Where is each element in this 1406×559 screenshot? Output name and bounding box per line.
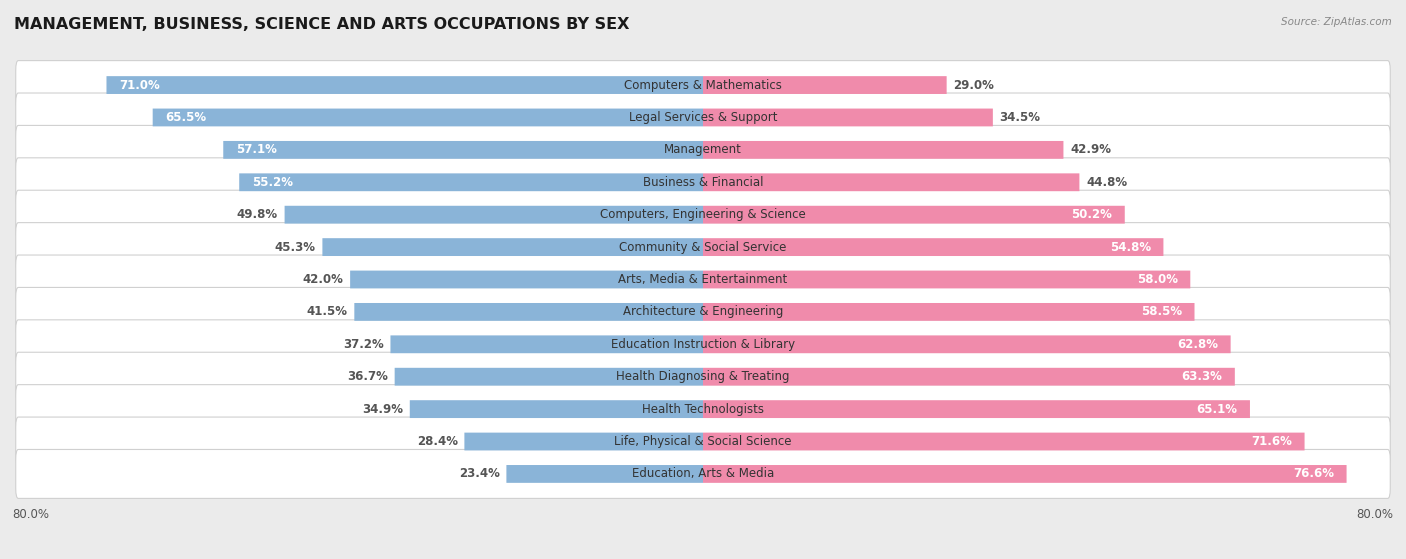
Text: 28.4%: 28.4% (416, 435, 458, 448)
FancyBboxPatch shape (15, 449, 1391, 499)
FancyBboxPatch shape (15, 125, 1391, 174)
FancyBboxPatch shape (15, 320, 1391, 369)
Text: 76.6%: 76.6% (1294, 467, 1334, 480)
FancyBboxPatch shape (506, 465, 703, 483)
Text: 58.5%: 58.5% (1140, 305, 1182, 319)
Text: 55.2%: 55.2% (252, 176, 292, 189)
Text: 29.0%: 29.0% (953, 79, 994, 92)
FancyBboxPatch shape (703, 108, 993, 126)
Text: 50.2%: 50.2% (1071, 208, 1112, 221)
Text: 49.8%: 49.8% (236, 208, 278, 221)
Text: 42.9%: 42.9% (1070, 143, 1111, 157)
FancyBboxPatch shape (703, 400, 1250, 418)
Text: 36.7%: 36.7% (347, 370, 388, 383)
Text: Computers, Engineering & Science: Computers, Engineering & Science (600, 208, 806, 221)
Text: Management: Management (664, 143, 742, 157)
Text: 54.8%: 54.8% (1109, 240, 1150, 254)
Text: 57.1%: 57.1% (236, 143, 277, 157)
FancyBboxPatch shape (107, 76, 703, 94)
Text: 42.0%: 42.0% (302, 273, 343, 286)
FancyBboxPatch shape (15, 385, 1391, 434)
Text: Education Instruction & Library: Education Instruction & Library (612, 338, 794, 351)
Text: 62.8%: 62.8% (1177, 338, 1218, 351)
Text: MANAGEMENT, BUSINESS, SCIENCE AND ARTS OCCUPATIONS BY SEX: MANAGEMENT, BUSINESS, SCIENCE AND ARTS O… (14, 17, 630, 32)
FancyBboxPatch shape (153, 108, 703, 126)
Text: 65.5%: 65.5% (166, 111, 207, 124)
FancyBboxPatch shape (15, 352, 1391, 401)
Text: Source: ZipAtlas.com: Source: ZipAtlas.com (1281, 17, 1392, 27)
FancyBboxPatch shape (703, 465, 1347, 483)
Text: 41.5%: 41.5% (307, 305, 347, 319)
FancyBboxPatch shape (395, 368, 703, 386)
FancyBboxPatch shape (350, 271, 703, 288)
Text: Arts, Media & Entertainment: Arts, Media & Entertainment (619, 273, 787, 286)
Text: 71.0%: 71.0% (120, 79, 160, 92)
FancyBboxPatch shape (703, 76, 946, 94)
FancyBboxPatch shape (15, 190, 1391, 239)
FancyBboxPatch shape (703, 141, 1063, 159)
Text: 23.4%: 23.4% (458, 467, 499, 480)
FancyBboxPatch shape (15, 417, 1391, 466)
FancyBboxPatch shape (322, 238, 703, 256)
Text: Community & Social Service: Community & Social Service (619, 240, 787, 254)
Legend: Male, Female: Male, Female (637, 555, 769, 559)
FancyBboxPatch shape (15, 287, 1391, 337)
FancyBboxPatch shape (703, 173, 1080, 191)
Text: 34.9%: 34.9% (363, 402, 404, 416)
FancyBboxPatch shape (703, 206, 1125, 224)
Text: 63.3%: 63.3% (1181, 370, 1222, 383)
Text: Education, Arts & Media: Education, Arts & Media (631, 467, 775, 480)
FancyBboxPatch shape (15, 255, 1391, 304)
Text: Health Diagnosing & Treating: Health Diagnosing & Treating (616, 370, 790, 383)
FancyBboxPatch shape (15, 222, 1391, 272)
Text: Life, Physical & Social Science: Life, Physical & Social Science (614, 435, 792, 448)
FancyBboxPatch shape (703, 433, 1305, 451)
FancyBboxPatch shape (703, 238, 1163, 256)
Text: Architecture & Engineering: Architecture & Engineering (623, 305, 783, 319)
FancyBboxPatch shape (703, 335, 1230, 353)
Text: Computers & Mathematics: Computers & Mathematics (624, 79, 782, 92)
Text: 71.6%: 71.6% (1251, 435, 1292, 448)
FancyBboxPatch shape (409, 400, 703, 418)
Text: 37.2%: 37.2% (343, 338, 384, 351)
Text: Health Technologists: Health Technologists (643, 402, 763, 416)
Text: Business & Financial: Business & Financial (643, 176, 763, 189)
Text: 58.0%: 58.0% (1136, 273, 1178, 286)
FancyBboxPatch shape (464, 433, 703, 451)
FancyBboxPatch shape (224, 141, 703, 159)
Text: Legal Services & Support: Legal Services & Support (628, 111, 778, 124)
Text: 44.8%: 44.8% (1085, 176, 1128, 189)
FancyBboxPatch shape (15, 60, 1391, 110)
FancyBboxPatch shape (15, 158, 1391, 207)
Text: 45.3%: 45.3% (274, 240, 316, 254)
Text: 65.1%: 65.1% (1197, 402, 1237, 416)
FancyBboxPatch shape (239, 173, 703, 191)
FancyBboxPatch shape (703, 271, 1191, 288)
Text: 34.5%: 34.5% (1000, 111, 1040, 124)
FancyBboxPatch shape (15, 93, 1391, 142)
FancyBboxPatch shape (703, 368, 1234, 386)
FancyBboxPatch shape (354, 303, 703, 321)
FancyBboxPatch shape (284, 206, 703, 224)
FancyBboxPatch shape (703, 303, 1195, 321)
FancyBboxPatch shape (391, 335, 703, 353)
